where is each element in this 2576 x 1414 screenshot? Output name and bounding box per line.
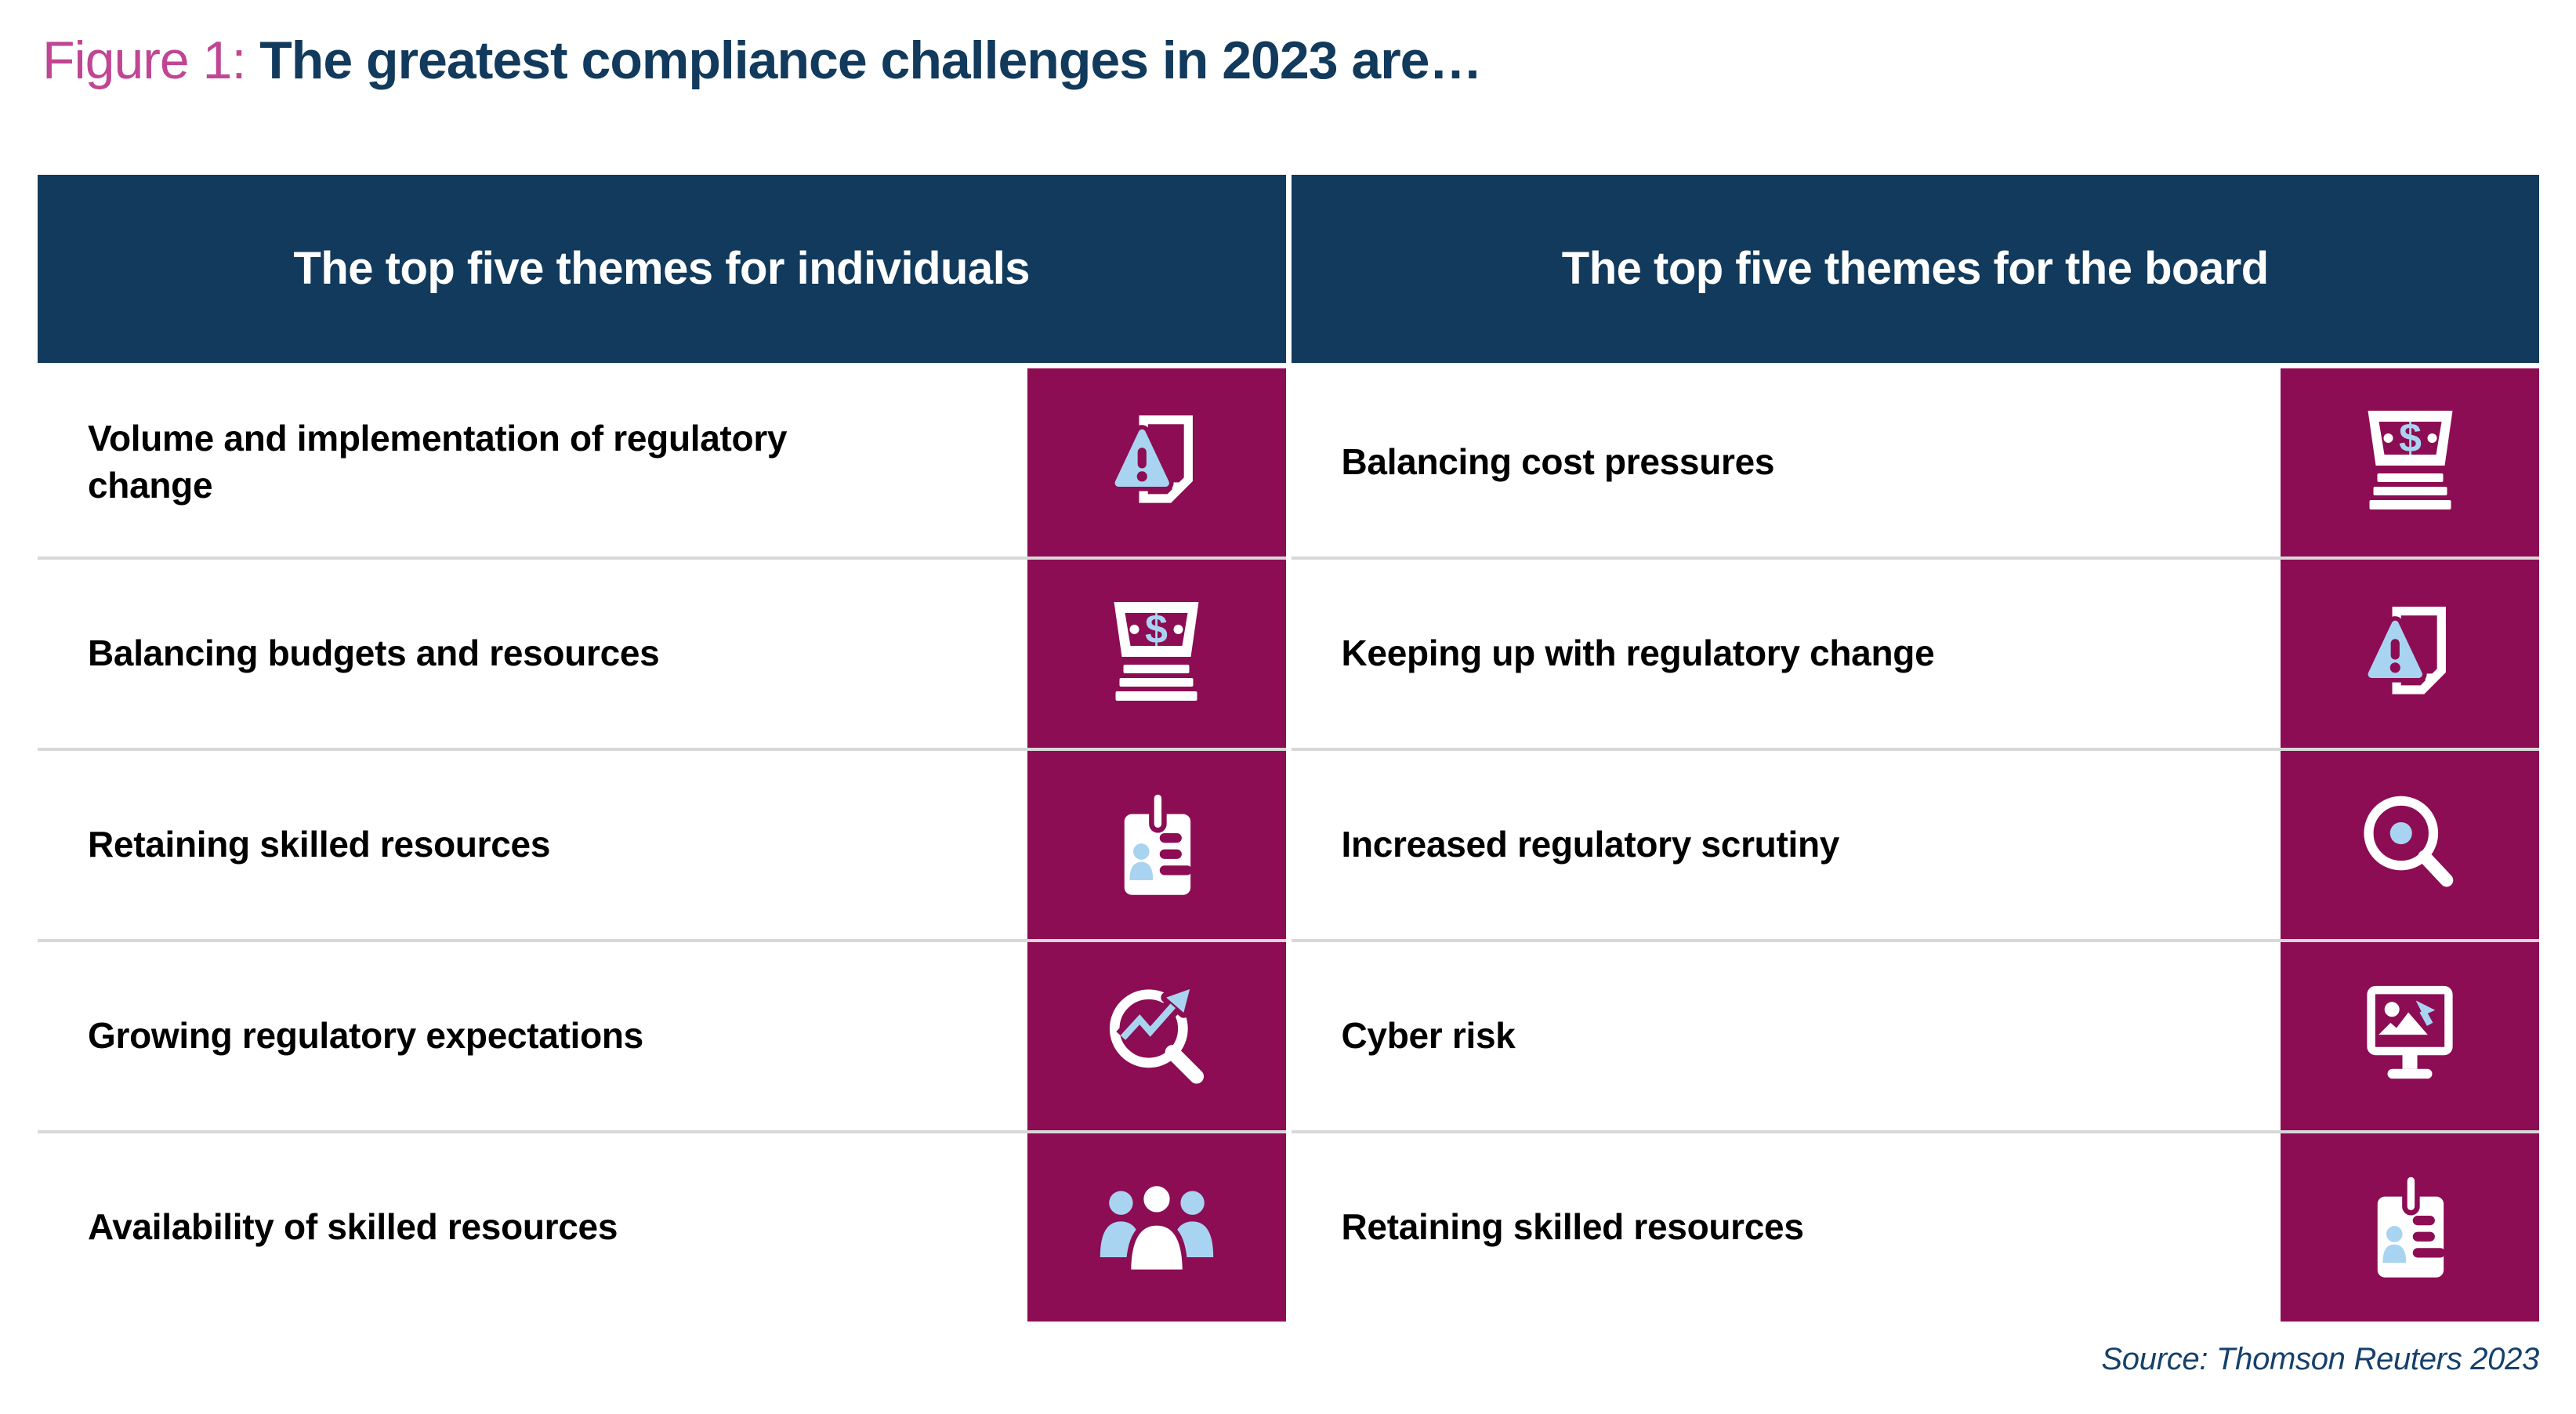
- people-group-icon: [1027, 1133, 1286, 1322]
- theme-cell: Availability of skilled resources: [38, 1133, 1027, 1322]
- board-rows: Balancing cost pressures $ Keeping up wi…: [1291, 368, 2539, 1322]
- document-warning-icon: [2281, 559, 2539, 748]
- table-row: Balancing budgets and resources $: [38, 556, 1286, 748]
- theme-cell: Balancing cost pressures: [1292, 368, 2281, 557]
- money-stack-icon: $: [1027, 559, 1286, 748]
- id-badge-icon: [1027, 750, 1286, 939]
- table-row: Growing regulatory expectations: [38, 938, 1286, 1130]
- table-row: Keeping up with regulatory change: [1291, 556, 2539, 748]
- themes-table: The top five themes for individuals Volu…: [38, 174, 2539, 1322]
- document-warning-icon: [1027, 368, 1286, 557]
- theme-cell: Volume and implementation of regulatory …: [38, 368, 1027, 557]
- table-row: Cyber risk: [1291, 938, 2539, 1130]
- svg-text:$: $: [2399, 415, 2422, 461]
- theme-label: Retaining skilled resources: [88, 823, 551, 865]
- theme-cell: Increased regulatory scrutiny: [1292, 751, 2281, 939]
- board-column-header: The top five themes for the board: [1291, 174, 2539, 363]
- source-attribution: Source: Thomson Reuters 2023: [2101, 1341, 2539, 1376]
- theme-cell: Cyber risk: [1292, 942, 2281, 1130]
- theme-cell: Retaining skilled resources: [1292, 1133, 2281, 1322]
- id-badge-icon: [2281, 1133, 2539, 1322]
- theme-label: Balancing budgets and resources: [88, 632, 660, 673]
- theme-cell: Balancing budgets and resources: [38, 560, 1027, 748]
- table-row: Balancing cost pressures $: [1292, 368, 2539, 557]
- monitor-image-icon: [2281, 941, 2539, 1130]
- money-stack-icon: $: [2281, 368, 2539, 557]
- table-row: Retaining skilled resources: [38, 747, 1286, 939]
- theme-cell: Growing regulatory expectations: [38, 942, 1027, 1130]
- theme-label: Growing regulatory expectations: [88, 1014, 643, 1056]
- board-column: The top five themes for the board Balanc…: [1291, 174, 2539, 1322]
- figure-label: Figure 1:: [42, 31, 246, 90]
- individuals-column-header: The top five themes for individuals: [38, 174, 1286, 363]
- individuals-column: The top five themes for individuals Volu…: [38, 174, 1286, 1322]
- magnifier-dot-icon: [2281, 750, 2539, 939]
- individuals-rows: Volume and implementation of regulatory …: [38, 368, 1286, 1322]
- table-row: Volume and implementation of regulatory …: [38, 368, 1286, 557]
- theme-label: Volume and implementation of regulatory …: [88, 418, 788, 506]
- figure-title: Figure 1: The greatest compliance challe…: [42, 31, 2539, 90]
- magnifier-trend-icon: [1027, 941, 1286, 1130]
- theme-label: Keeping up with regulatory change: [1341, 632, 1935, 673]
- theme-cell: Retaining skilled resources: [38, 751, 1027, 939]
- theme-cell: Keeping up with regulatory change: [1292, 560, 2281, 748]
- theme-label: Retaining skilled resources: [1341, 1206, 1804, 1247]
- svg-text:$: $: [1145, 607, 1168, 652]
- theme-label: Cyber risk: [1341, 1014, 1516, 1056]
- table-row: Increased regulatory scrutiny: [1291, 747, 2539, 939]
- theme-label: Increased regulatory scrutiny: [1341, 823, 1840, 865]
- table-row: Retaining skilled resources: [1291, 1129, 2539, 1322]
- figure-title-text: The greatest compliance challenges in 20…: [259, 31, 1482, 90]
- table-row: Availability of skilled resources: [38, 1129, 1286, 1322]
- theme-label: Availability of skilled resources: [88, 1206, 618, 1247]
- theme-label: Balancing cost pressures: [1341, 441, 1775, 482]
